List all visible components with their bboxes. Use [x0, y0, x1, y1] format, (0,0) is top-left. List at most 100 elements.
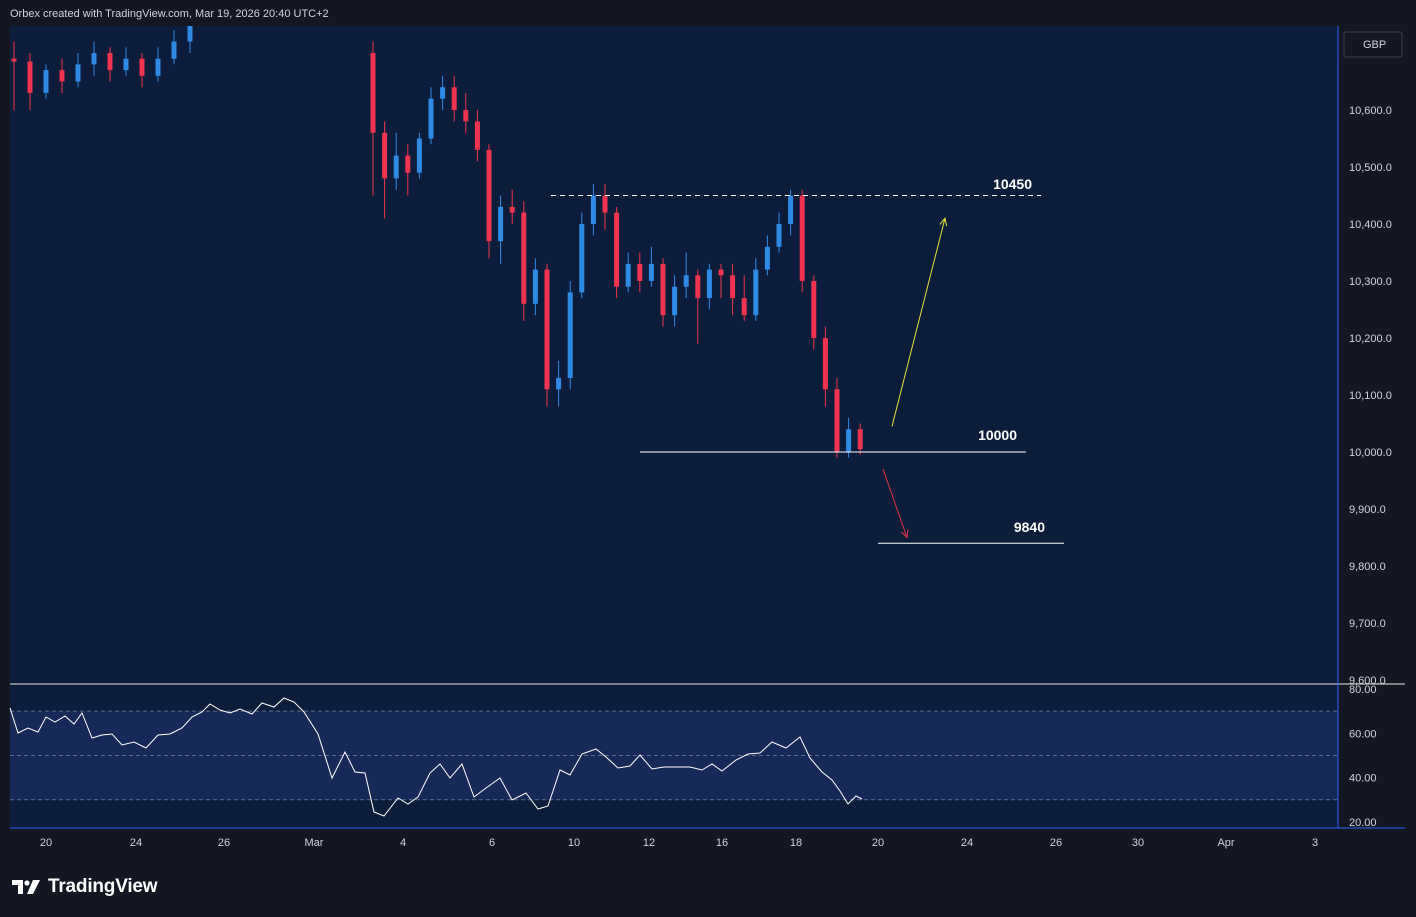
candle-body: [463, 110, 469, 122]
rsi-tick-label: 40.00: [1349, 773, 1377, 785]
candle-body: [857, 429, 863, 450]
price-tick-label: 9,700.0: [1349, 618, 1386, 630]
time-tick-label: 3: [1312, 837, 1318, 849]
candle-body: [43, 70, 49, 93]
candle-body: [799, 195, 805, 281]
time-tick-label: 20: [40, 837, 52, 849]
price-tick-label: 9,900.0: [1349, 504, 1386, 516]
tradingview-logo-text: TradingView: [48, 876, 158, 897]
time-tick-label: 24: [130, 837, 142, 849]
candle-body: [187, 26, 193, 42]
time-tick-label: 4: [400, 837, 406, 849]
candle-body: [382, 132, 388, 179]
price-tick-label: 10,600.0: [1349, 105, 1392, 117]
price-tick-label: 9,800.0: [1349, 561, 1386, 573]
main-pane-bg: [10, 26, 1338, 684]
time-tick-label: 26: [218, 837, 230, 849]
candle-body: [440, 87, 446, 99]
candle-body: [11, 58, 17, 62]
rsi-tick-label: 80.00: [1349, 684, 1377, 696]
candle-body: [822, 338, 828, 390]
price-tick-label: 10,400.0: [1349, 219, 1392, 231]
projection-arrows: [882, 217, 948, 539]
candle-body: [753, 269, 759, 316]
time-tick-label: 18: [790, 837, 802, 849]
candle-body: [416, 138, 422, 173]
candle-body: [776, 224, 782, 247]
candle-body: [706, 269, 712, 299]
time-tick-label: 16: [716, 837, 728, 849]
price-axis: 10,600.0 10,500.0 10,400.0 10,300.0 10,200.0…: [1349, 105, 1392, 687]
currency-label: GBP: [1363, 39, 1386, 51]
time-tick-label: 12: [643, 837, 655, 849]
level-label-10000: 10000: [978, 427, 1017, 443]
price-tick-label: 9,600.0: [1349, 675, 1386, 687]
level-label-9840: 9840: [1014, 519, 1045, 535]
candle-body: [27, 61, 33, 93]
candle-body: [498, 206, 504, 242]
candle-body: [155, 58, 161, 76]
time-tick-label: 10: [568, 837, 580, 849]
candle-body: [509, 206, 515, 213]
candle-body: [718, 269, 724, 276]
time-tick-label: 24: [961, 837, 973, 849]
projection-arrow-down: [882, 468, 908, 538]
candles: [11, 26, 863, 458]
price-tick-label: 10,300.0: [1349, 276, 1392, 288]
candle-body: [75, 64, 81, 82]
time-tick-label: 26: [1050, 837, 1062, 849]
candle-body: [648, 263, 654, 281]
rsi-indicator: [9, 697, 863, 817]
price-tick-label: 10,500.0: [1349, 162, 1392, 174]
candle-body: [567, 292, 573, 378]
candle-body: [556, 377, 562, 390]
time-tick-label: 20: [872, 837, 884, 849]
candle-body: [625, 263, 631, 287]
price-tick-label: 10,100.0: [1349, 390, 1392, 402]
rsi-tick-label: 60.00: [1349, 728, 1377, 740]
rsi-axis: 80.00 60.00 40.00 20.00: [1349, 684, 1377, 829]
candle-body: [695, 275, 701, 299]
candle-body: [741, 298, 747, 316]
candle-body: [590, 195, 596, 224]
candle-body: [614, 212, 620, 287]
projection-arrowhead-down: [900, 529, 909, 539]
candle-body: [393, 155, 399, 179]
candle-body: [602, 195, 608, 213]
candle-body: [637, 263, 643, 281]
candle-body: [532, 269, 538, 304]
tradingview-logo-icon: [12, 880, 40, 894]
candle-body: [171, 41, 177, 59]
level-label-10450: 10450: [993, 176, 1032, 192]
chart-attribution: Orbex created with TradingView.com, Mar …: [10, 8, 329, 20]
time-tick-label: Mar: [305, 837, 324, 849]
candle-body: [764, 246, 770, 270]
candle-body: [730, 275, 736, 299]
candle-body: [107, 53, 113, 71]
rsi-line: [9, 697, 863, 817]
candle-body: [428, 98, 434, 139]
tradingview-logo[interactable]: TradingView: [12, 876, 158, 898]
price-tick-label: 10,000.0: [1349, 447, 1392, 459]
candle-body: [123, 58, 129, 71]
candle-body: [834, 389, 840, 452]
candle-body: [486, 149, 492, 242]
candle-body: [59, 70, 65, 82]
candle-body: [521, 212, 527, 304]
candle-body: [474, 121, 480, 150]
candle-body: [544, 269, 550, 390]
time-tick-label: 30: [1132, 837, 1144, 849]
candle-body: [405, 155, 411, 173]
currency-badge[interactable]: GBP: [1343, 31, 1403, 58]
candle-body: [579, 224, 585, 293]
candle-body: [91, 53, 97, 65]
time-tick-label: Apr: [1217, 837, 1234, 849]
projection-arrowhead-up: [939, 217, 948, 227]
candle-body: [846, 429, 852, 452]
candle-body: [788, 195, 794, 224]
price-tick-label: 10,200.0: [1349, 333, 1392, 345]
projection-arrow-up: [891, 218, 946, 427]
rsi-tick-label: 20.00: [1349, 817, 1377, 829]
candle-body: [139, 58, 145, 76]
